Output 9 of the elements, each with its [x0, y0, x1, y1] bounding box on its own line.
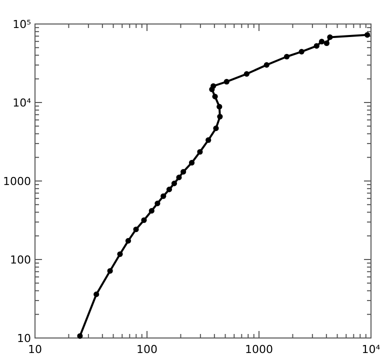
y-tick-label: 100 — [10, 254, 31, 266]
y-tick-label: 10 — [17, 332, 31, 345]
y-tick-label: 10⁵ — [12, 18, 31, 31]
x-tick-label: 10 — [28, 343, 42, 356]
x-tick-label: 1000 — [245, 343, 273, 356]
y-tick-label: 1000 — [3, 175, 31, 188]
x-tick-label: 10⁴ — [362, 343, 381, 356]
y-tick-label: 10⁴ — [12, 96, 32, 110]
x-tick-label: 100 — [136, 343, 158, 356]
